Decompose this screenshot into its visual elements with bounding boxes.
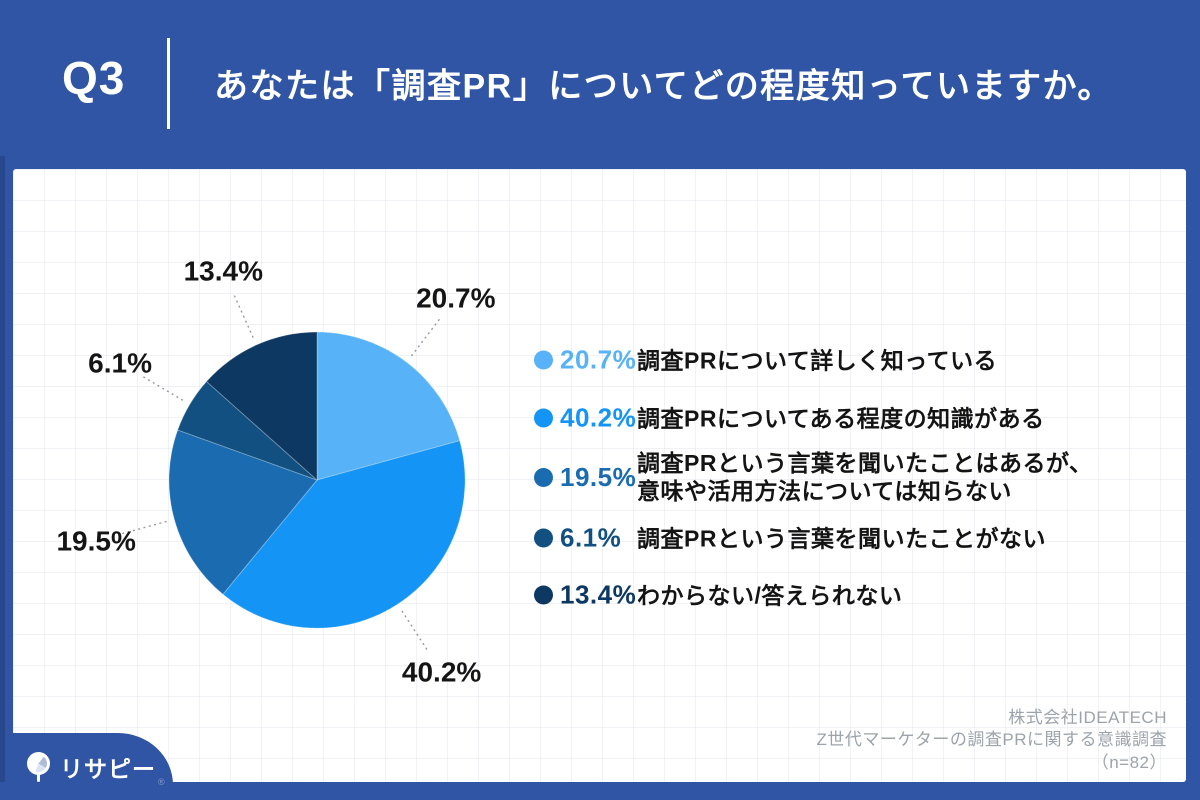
bottom-strip [0, 782, 1200, 800]
leader-line [121, 520, 167, 535]
pie-slice [177, 380, 318, 481]
pie-percent-label: 6.1% [88, 348, 152, 379]
legend-label: 調査PRについて詳しく知っている [637, 347, 998, 373]
legend-percent: 20.7% [560, 344, 637, 375]
pie-slice [222, 440, 466, 629]
legend-dot-icon [534, 585, 553, 605]
legend-row: 13.4% わからない/答えられない [534, 580, 902, 611]
pie-slice [168, 429, 318, 596]
pie-percent-label: 13.4% [184, 256, 263, 287]
legend-row: 6.1% 調査PRという言葉を聞いたことがない [534, 523, 1046, 554]
legend-label: わからない/答えられない [637, 582, 903, 608]
header-bar: Q3 あなたは「調査PR」についてどの程度知っていますか。 [0, 0, 1200, 169]
credit-sample-size: （n=82） [1091, 752, 1167, 772]
legend-dot-icon [534, 467, 553, 487]
legend-dot-icon [534, 408, 553, 428]
leader-line [233, 294, 254, 338]
magnifier-pie-icon [27, 750, 51, 784]
chart-card: 20.7% 40.2% 19.5% 6.1% 13.4% 20.7% 調査PRについて詳し… [13, 169, 1186, 782]
legend-percent: 6.1% [560, 522, 622, 553]
legend-dot-icon [534, 350, 553, 370]
page-title: あなたは「調査PR」についてどの程度知っていますか。 [214, 67, 1113, 106]
credit-company: 株式会社IDEATECH [1008, 707, 1167, 727]
left-edge-accent [0, 156, 5, 800]
brand-logo-text: リサピー [60, 755, 156, 782]
legend-percent: 40.2% [560, 402, 637, 433]
leader-line [142, 375, 184, 401]
pie-percent-label: 19.5% [56, 525, 135, 556]
pie-chart: 20.7% 40.2% 19.5% 6.1% 13.4% [56, 256, 495, 688]
leader-line [401, 610, 429, 651]
legend-label: 調査PRについてある程度の知識がある [637, 405, 1045, 431]
pie-percent-label: 20.7% [416, 282, 495, 313]
legend-row: 20.7% 調査PRについて詳しく知っている [534, 345, 997, 376]
registered-mark: ® [158, 777, 165, 787]
legend-dot-icon [534, 528, 553, 548]
survey-credits: 株式会社IDEATECH Z世代マーケターの調査PRに関する意識調査 （n=82… [817, 707, 1168, 775]
brand-logo-tab: リサピー ® [13, 733, 173, 800]
legend-label: 調査PRという言葉を聞いたことはあるが、 意味や活用方法については知らない [637, 450, 1093, 504]
credit-survey-name: Z世代マーケターの調査PRに関する意識調査 [816, 730, 1167, 749]
legend-label: 調査PRという言葉を聞いたことがない [637, 525, 1046, 551]
question-number: Q3 [62, 51, 126, 104]
pie-percent-label: 40.2% [402, 657, 481, 688]
leader-line [410, 318, 441, 357]
legend-percent: 13.4% [560, 579, 637, 610]
legend-percent: 19.5% [560, 461, 637, 492]
pie-slice [316, 331, 461, 481]
legend-row: 19.5% 調査PRという言葉を聞いたことはあるが、 意味や活用方法については知らな… [534, 449, 1093, 505]
pie-slice [205, 331, 318, 482]
header-divider [167, 38, 170, 129]
legend-row: 40.2% 調査PRについてある程度の知識がある [534, 403, 1045, 434]
